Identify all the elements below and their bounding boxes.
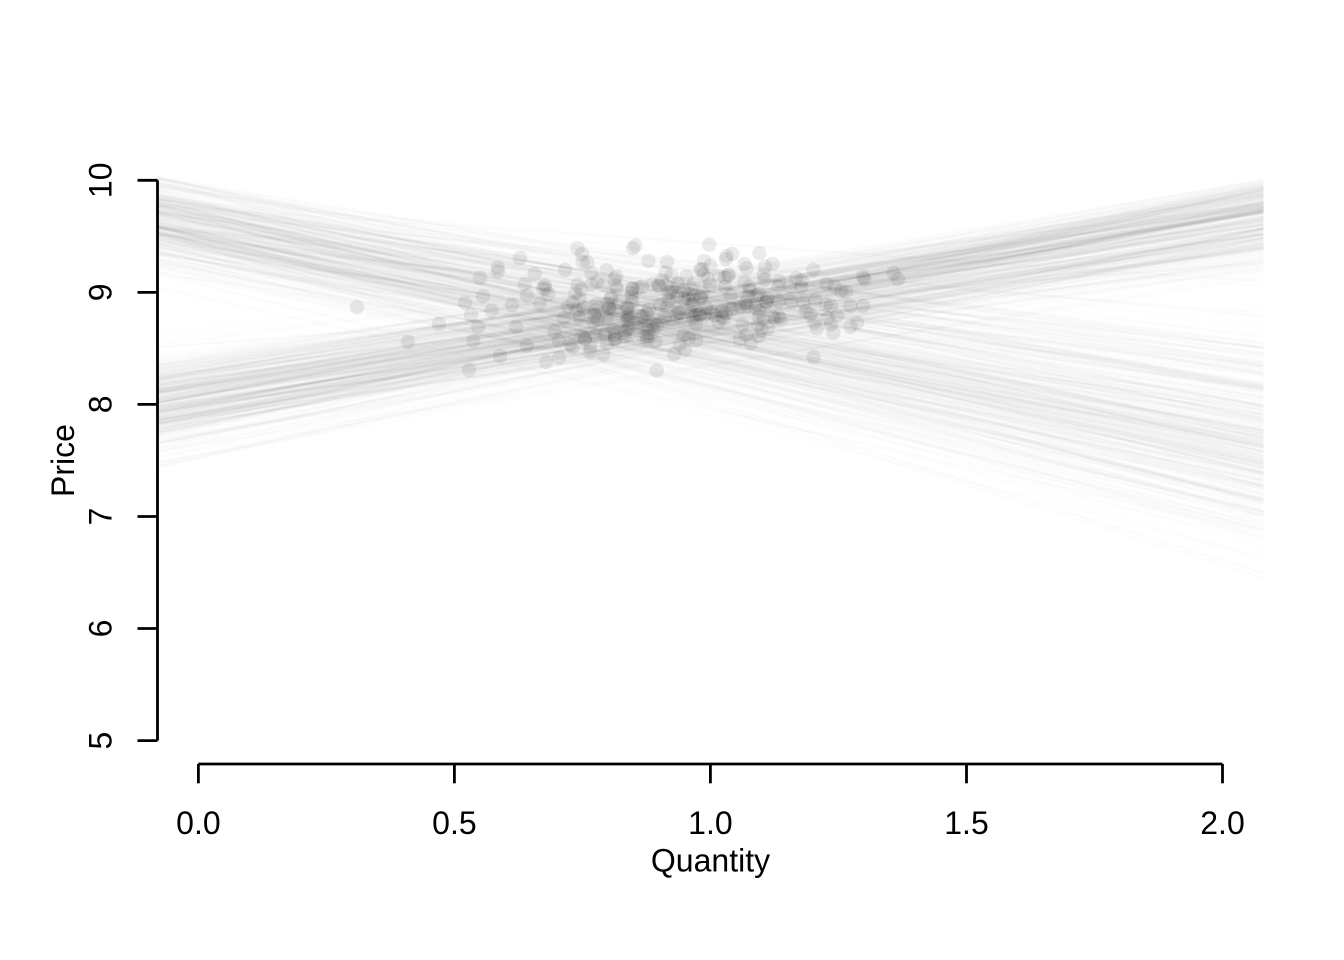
svg-text:1.0: 1.0 bbox=[688, 805, 732, 841]
svg-text:5: 5 bbox=[83, 732, 119, 750]
svg-text:Price: Price bbox=[45, 424, 81, 497]
svg-text:Quantity: Quantity bbox=[651, 843, 770, 879]
svg-text:8: 8 bbox=[83, 396, 119, 414]
svg-text:2.0: 2.0 bbox=[1200, 805, 1244, 841]
svg-text:7: 7 bbox=[83, 508, 119, 526]
svg-text:10: 10 bbox=[83, 163, 119, 199]
svg-text:6: 6 bbox=[83, 620, 119, 638]
svg-text:0.5: 0.5 bbox=[432, 805, 476, 841]
svg-text:0.0: 0.0 bbox=[176, 805, 220, 841]
svg-text:1.5: 1.5 bbox=[944, 805, 988, 841]
svg-text:9: 9 bbox=[83, 284, 119, 302]
